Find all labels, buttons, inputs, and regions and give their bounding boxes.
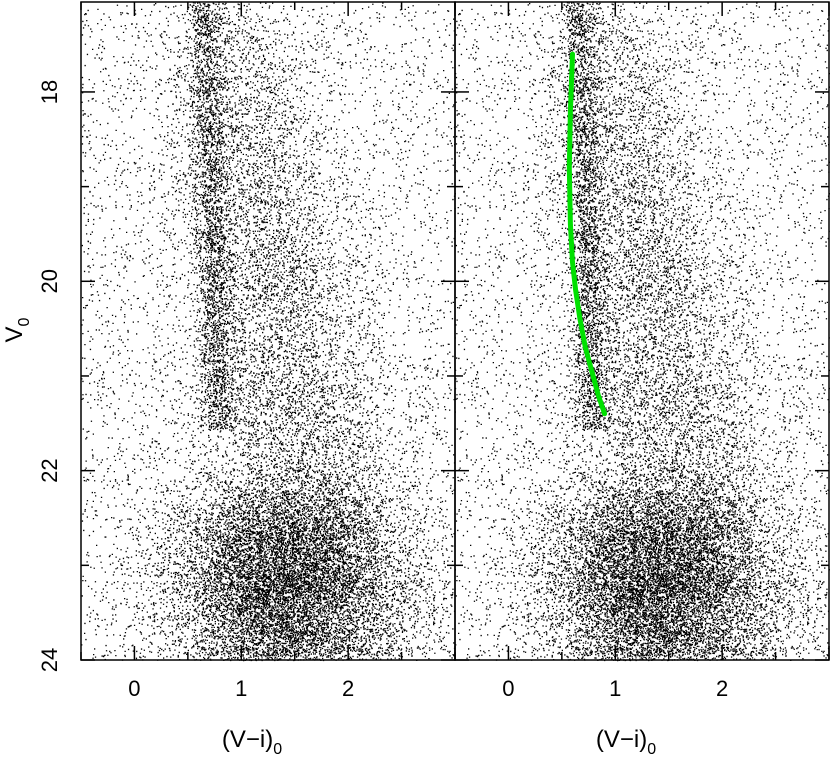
x-tick-label: 2	[716, 676, 728, 701]
y-axis-subscript: 0	[16, 317, 33, 326]
y-tick-label: 20	[37, 269, 62, 293]
right-x-axis-title: (V−i)0	[596, 726, 656, 758]
right-x-axis-label: (V−i)	[596, 726, 647, 753]
x-tick-label: 2	[342, 676, 354, 701]
right-x-axis-subscript: 0	[647, 741, 656, 758]
right-panel-frame	[454, 1, 830, 661]
star-points	[81, 2, 457, 662]
left-x-axis-subscript: 0	[273, 741, 282, 758]
star-points	[455, 2, 830, 662]
y-axis-title: V0	[1, 317, 33, 342]
left-x-axis-label: (V−i)	[222, 726, 273, 753]
x-tick-label: 0	[502, 676, 514, 701]
green-sequence-line	[566, 51, 608, 417]
left-panel-tick-labels: 0 1 2 18 20 22 24	[37, 80, 354, 701]
left-x-axis-title: (V−i)0	[222, 726, 282, 758]
right-panel-tick-labels: 0 1 2	[502, 676, 728, 701]
y-axis-label: V	[1, 326, 28, 342]
left-panel-star-points	[81, 2, 457, 662]
y-tick-label: 18	[37, 80, 62, 104]
y-tick-label: 24	[37, 648, 62, 672]
x-tick-label: 0	[128, 676, 140, 701]
y-tick-label: 22	[37, 458, 62, 482]
right-panel-star-points	[455, 2, 830, 662]
x-tick-label: 1	[235, 676, 247, 701]
x-tick-label: 1	[609, 676, 621, 701]
